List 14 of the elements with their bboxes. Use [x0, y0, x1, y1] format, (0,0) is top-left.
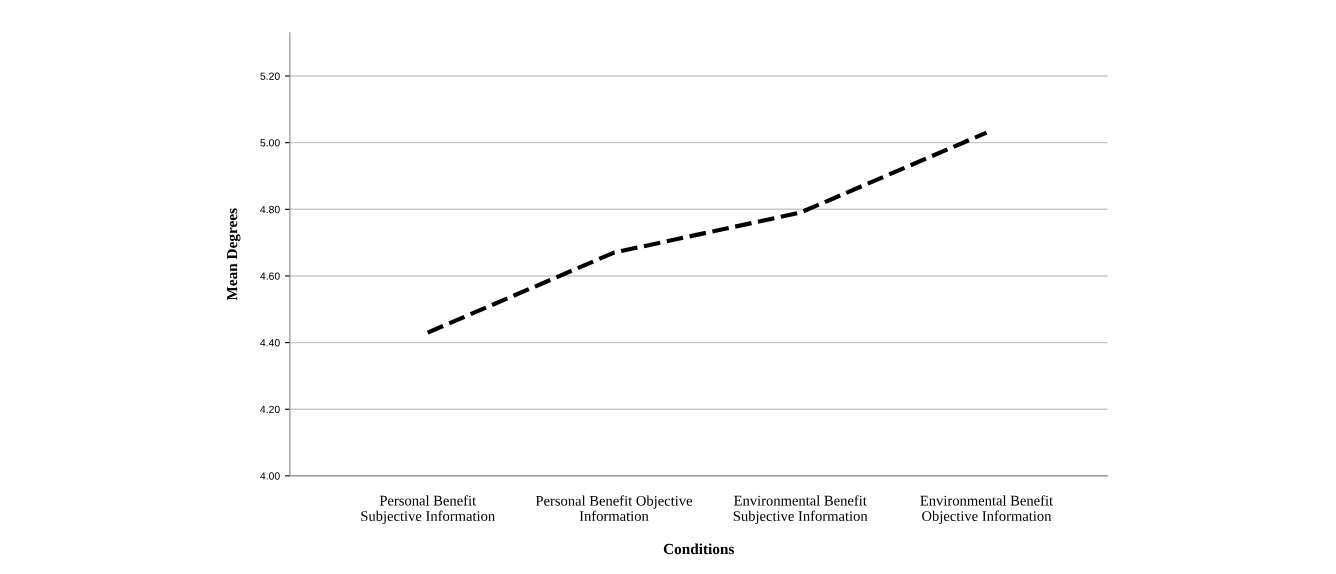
- x-tick-label: Environmental Benefit Objective Information: [920, 495, 1054, 524]
- y-tick-label: 4.60: [260, 272, 280, 280]
- y-tick-label: 5.00: [260, 139, 280, 147]
- y-tick-label: 4.80: [260, 205, 280, 214]
- y-tick-label: 4.00: [260, 472, 280, 480]
- y-tick-label: 4.40: [260, 339, 280, 347]
- x-tick-label: Personal Benefit Subjective Information: [361, 495, 495, 524]
- y-tick-label: 5.20: [260, 72, 280, 80]
- y-tick-label: 4.20: [260, 405, 280, 414]
- x-tick-label: Personal Benefit Objective Information: [535, 495, 693, 521]
- x-axis-title: Conditions: [663, 543, 735, 555]
- line-series: [425, 130, 989, 335]
- y-axis-title: Mean Degrees: [227, 208, 241, 301]
- x-tick-label: Environmental Benefit Subjective Information: [733, 495, 868, 524]
